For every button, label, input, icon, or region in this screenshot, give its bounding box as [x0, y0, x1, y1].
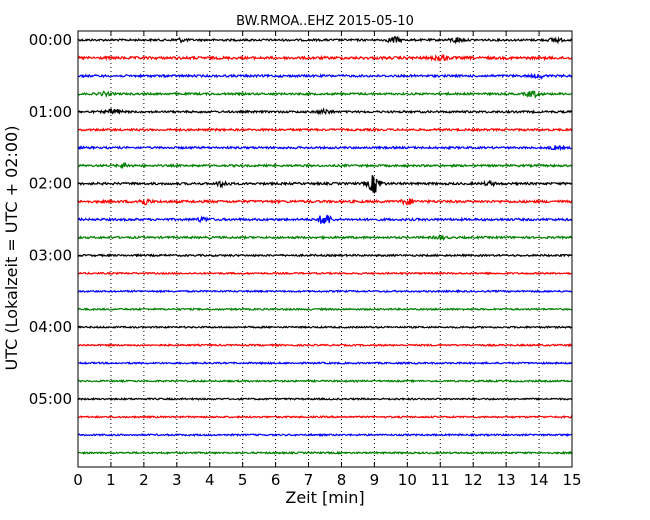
trace-line: [77, 361, 573, 366]
x-tick-label: 4: [205, 471, 215, 489]
trace-line: [77, 127, 573, 133]
trace-line: [77, 343, 573, 348]
trace-line: [78, 307, 573, 312]
x-tick-label: 2: [139, 471, 149, 489]
trace-line: [77, 289, 573, 294]
y-tick-label: 03:00: [29, 246, 72, 264]
trace-line: [77, 271, 573, 276]
trace-line: [77, 107, 573, 116]
grid-lines: [110, 31, 540, 467]
y-tick-label: 00:00: [29, 31, 72, 49]
x-tick-label: 10: [398, 471, 417, 489]
x-axis-label: Zeit [min]: [285, 488, 364, 507]
x-tick-label: 8: [337, 471, 347, 489]
trace-line: [77, 214, 573, 224]
trace-line: [77, 253, 573, 258]
y-tick-label: 02:00: [29, 175, 72, 193]
trace-line: [77, 144, 573, 151]
x-tick-label: 11: [431, 471, 450, 489]
y-tick-label: 04:00: [29, 318, 72, 336]
x-tick-label: 14: [530, 471, 549, 489]
trace-line: [77, 72, 573, 80]
trace-line: [77, 414, 573, 419]
chart-title: BW.RMOA..EHZ 2015-05-10: [236, 14, 414, 29]
x-tick-label: 5: [238, 471, 248, 489]
trace-line: [77, 432, 573, 438]
x-tick-label: 1: [106, 471, 116, 489]
y-tick-label: 05:00: [29, 390, 72, 408]
trace-line: [77, 450, 573, 455]
x-tick-label: 6: [271, 471, 281, 489]
plot-frame: [77, 30, 573, 468]
y-tick-label: 01:00: [29, 103, 72, 121]
x-tick-label: 12: [464, 471, 483, 489]
trace-line: [77, 35, 573, 45]
x-tick-label: 9: [370, 471, 380, 489]
x-tick-label: 3: [172, 471, 182, 489]
x-tick-label: 13: [497, 471, 516, 489]
trace-line: [77, 325, 573, 330]
trace-line: [77, 396, 573, 402]
trace-line: [77, 53, 573, 62]
x-axis-ticks: 0 1 2 3 4 5 6 7 8 9 10 11 12 13 14 15: [73, 31, 582, 489]
trace-line: [77, 90, 573, 99]
trace-line: [77, 175, 573, 194]
trace-line: [77, 233, 573, 242]
trace-line: [77, 161, 573, 169]
traces: [77, 35, 573, 455]
y-axis-ticks: 00:00 01:00 02:00 03:00 04:00 05:00: [29, 31, 572, 408]
x-tick-label: 0: [73, 471, 83, 489]
trace-line: [77, 378, 573, 384]
trace-line: [77, 197, 573, 207]
x-tick-label: 15: [562, 471, 581, 489]
x-tick-label: 7: [304, 471, 314, 489]
y-axis-label: UTC (Lokalzeit = UTC + 02:00): [2, 126, 21, 371]
